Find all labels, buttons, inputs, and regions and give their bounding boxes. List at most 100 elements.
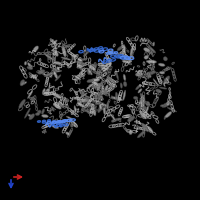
Ellipse shape	[38, 70, 45, 74]
Ellipse shape	[25, 108, 30, 118]
Ellipse shape	[136, 84, 141, 90]
Ellipse shape	[107, 115, 111, 116]
Ellipse shape	[74, 74, 80, 81]
Ellipse shape	[143, 106, 146, 111]
Ellipse shape	[80, 93, 87, 98]
Ellipse shape	[78, 102, 82, 105]
Ellipse shape	[94, 94, 98, 100]
Ellipse shape	[164, 115, 166, 119]
Ellipse shape	[54, 61, 62, 65]
Ellipse shape	[77, 102, 85, 107]
Ellipse shape	[159, 71, 165, 74]
Ellipse shape	[55, 75, 61, 81]
Ellipse shape	[122, 60, 130, 63]
Ellipse shape	[95, 102, 99, 105]
Ellipse shape	[79, 58, 87, 61]
Ellipse shape	[128, 116, 135, 122]
Ellipse shape	[61, 57, 71, 60]
Ellipse shape	[101, 81, 103, 91]
Ellipse shape	[105, 85, 108, 91]
Ellipse shape	[133, 96, 138, 99]
Ellipse shape	[98, 93, 101, 100]
Ellipse shape	[101, 67, 108, 70]
Ellipse shape	[117, 45, 124, 51]
Ellipse shape	[136, 119, 138, 124]
Ellipse shape	[107, 50, 112, 55]
Ellipse shape	[159, 87, 167, 89]
Ellipse shape	[100, 90, 104, 96]
Ellipse shape	[138, 70, 142, 73]
Ellipse shape	[24, 61, 27, 65]
Ellipse shape	[147, 112, 154, 118]
Ellipse shape	[87, 83, 94, 89]
Ellipse shape	[153, 60, 154, 66]
Ellipse shape	[142, 110, 145, 113]
Ellipse shape	[33, 46, 39, 52]
Ellipse shape	[145, 106, 149, 114]
Ellipse shape	[91, 78, 100, 81]
Ellipse shape	[103, 68, 109, 71]
Ellipse shape	[74, 75, 81, 80]
Ellipse shape	[146, 60, 157, 63]
Ellipse shape	[147, 72, 151, 78]
Ellipse shape	[70, 123, 74, 127]
Ellipse shape	[19, 99, 25, 108]
Ellipse shape	[52, 92, 62, 99]
Ellipse shape	[42, 88, 45, 95]
Ellipse shape	[137, 131, 144, 138]
Ellipse shape	[80, 99, 88, 102]
Ellipse shape	[89, 65, 96, 71]
Ellipse shape	[42, 109, 44, 114]
Ellipse shape	[146, 101, 150, 106]
Ellipse shape	[66, 132, 70, 135]
Ellipse shape	[21, 82, 27, 85]
Ellipse shape	[29, 114, 35, 120]
Ellipse shape	[28, 114, 31, 117]
Ellipse shape	[74, 106, 76, 113]
Ellipse shape	[138, 89, 142, 93]
Ellipse shape	[43, 92, 50, 95]
Ellipse shape	[88, 105, 95, 113]
Ellipse shape	[98, 103, 104, 113]
Ellipse shape	[143, 124, 145, 135]
Ellipse shape	[144, 48, 150, 52]
Ellipse shape	[149, 47, 156, 53]
Ellipse shape	[87, 79, 94, 83]
Ellipse shape	[153, 79, 159, 86]
Ellipse shape	[135, 72, 143, 76]
Ellipse shape	[89, 104, 94, 107]
Ellipse shape	[130, 47, 133, 57]
Ellipse shape	[83, 109, 92, 114]
Ellipse shape	[88, 70, 92, 75]
Ellipse shape	[53, 103, 61, 109]
Ellipse shape	[109, 58, 112, 67]
Ellipse shape	[54, 68, 58, 72]
Ellipse shape	[45, 54, 53, 60]
Ellipse shape	[91, 105, 96, 116]
Ellipse shape	[123, 74, 126, 81]
Ellipse shape	[123, 82, 127, 87]
Ellipse shape	[162, 102, 171, 107]
Ellipse shape	[111, 119, 115, 122]
Ellipse shape	[144, 55, 149, 59]
Ellipse shape	[35, 113, 40, 116]
Ellipse shape	[72, 55, 77, 58]
Ellipse shape	[100, 107, 106, 110]
Ellipse shape	[88, 84, 92, 87]
Ellipse shape	[96, 76, 99, 80]
Ellipse shape	[27, 66, 32, 70]
Ellipse shape	[120, 83, 122, 88]
Ellipse shape	[99, 104, 102, 109]
Ellipse shape	[27, 91, 33, 99]
Ellipse shape	[123, 90, 126, 100]
Ellipse shape	[27, 63, 33, 69]
Ellipse shape	[66, 116, 73, 120]
Ellipse shape	[53, 71, 58, 79]
Ellipse shape	[115, 69, 118, 80]
Ellipse shape	[103, 107, 106, 114]
Ellipse shape	[39, 71, 48, 77]
Ellipse shape	[129, 130, 132, 135]
Ellipse shape	[64, 99, 69, 102]
Ellipse shape	[52, 40, 57, 45]
Ellipse shape	[115, 92, 118, 100]
